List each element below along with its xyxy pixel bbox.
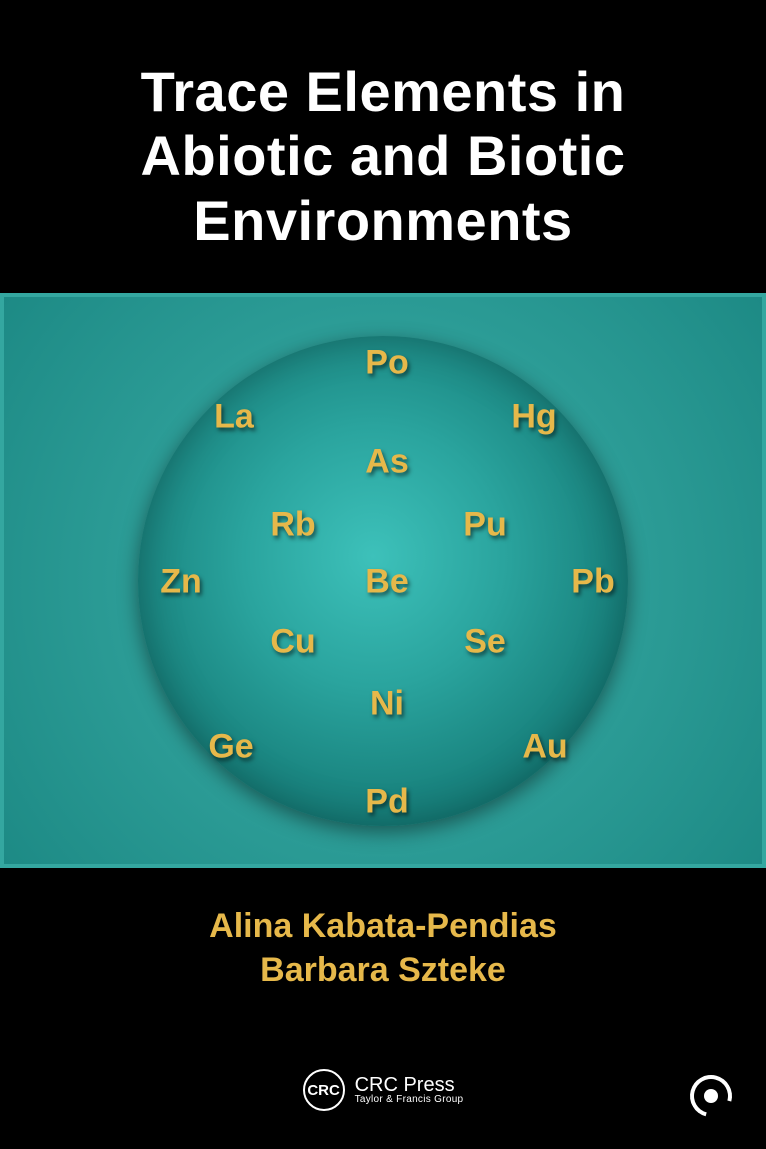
author-2: Barbara Szteke bbox=[20, 948, 746, 992]
open-access-icon bbox=[690, 1063, 732, 1117]
element-symbol-as: As bbox=[365, 443, 408, 482]
element-symbol-ni: Ni bbox=[370, 685, 404, 724]
crc-logo-icon: CRC bbox=[303, 1069, 345, 1111]
element-symbol-zn: Zn bbox=[160, 563, 202, 602]
element-symbol-se: Se bbox=[464, 623, 506, 662]
element-symbol-au: Au bbox=[522, 728, 567, 767]
publisher-name: CRC Press bbox=[355, 1075, 464, 1095]
authors-block: Alina Kabata-Pendias Barbara Szteke bbox=[0, 868, 766, 1002]
title-line-1: Trace Elements in bbox=[40, 60, 726, 124]
element-symbol-pd: Pd bbox=[365, 783, 408, 822]
element-symbol-ge: Ge bbox=[208, 728, 253, 767]
publisher-tagline: Taylor & Francis Group bbox=[355, 1095, 464, 1105]
title-line-3: Environments bbox=[40, 189, 726, 253]
element-symbol-hg: Hg bbox=[511, 398, 556, 437]
element-symbol-cu: Cu bbox=[270, 623, 315, 662]
element-symbol-pb: Pb bbox=[571, 563, 614, 602]
title-line-2: Abiotic and Biotic bbox=[40, 124, 726, 188]
element-symbol-pu: Pu bbox=[463, 506, 506, 545]
element-symbol-po: Po bbox=[365, 344, 408, 383]
title-block: Trace Elements in Abiotic and Biotic Env… bbox=[0, 0, 766, 293]
element-symbol-be: Be bbox=[365, 563, 408, 602]
element-symbol-rb: Rb bbox=[270, 506, 315, 545]
author-1: Alina Kabata-Pendias bbox=[20, 904, 746, 948]
publisher-block: CRC CRC Press Taylor & Francis Group bbox=[0, 1069, 766, 1111]
elements-graphic-panel: Po La Hg As Rb Pu Zn Be Pb Cu Se Ni Ge Au Pd bbox=[0, 293, 766, 868]
publisher-text: CRC Press Taylor & Francis Group bbox=[355, 1075, 464, 1105]
element-symbol-la: La bbox=[214, 398, 254, 437]
